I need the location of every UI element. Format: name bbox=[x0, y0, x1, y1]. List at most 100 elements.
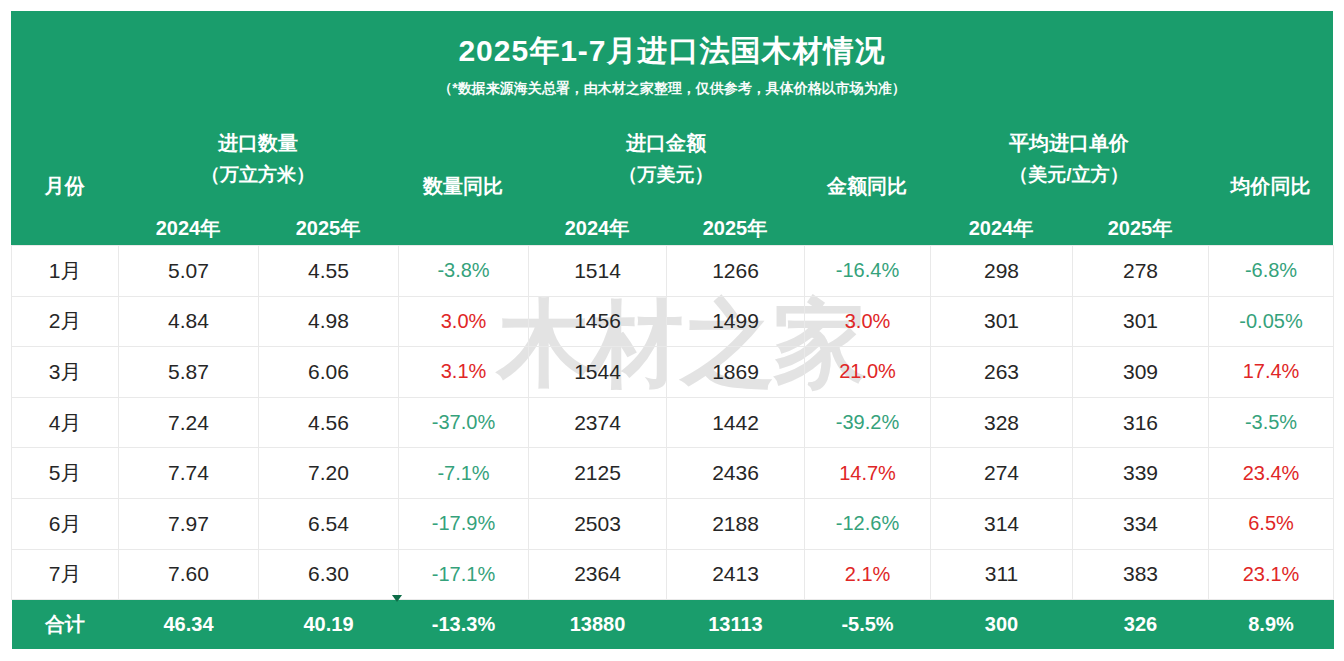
col-group-price-unit: （美元/立方） bbox=[930, 162, 1208, 188]
table-sheet: 2025年1-7月进口法国木材情况 （*数据来源海关总署，由木材之家整理，仅供参… bbox=[11, 11, 1333, 649]
cell-price-yoy: -6.8% bbox=[1209, 246, 1334, 297]
cell-amt-2025: 1499 bbox=[667, 296, 805, 347]
cell-amt-2025: 2413 bbox=[667, 549, 805, 600]
cell-qty-2024: 5.87 bbox=[119, 347, 259, 398]
cell-total-amt-2025: 13113 bbox=[667, 600, 805, 649]
cell-qty-2024: 4.84 bbox=[119, 296, 259, 347]
cell-amt-yoy: 21.0% bbox=[805, 347, 931, 398]
cell-qty-yoy: 3.0% bbox=[399, 296, 529, 347]
cell-amt-2024: 2125 bbox=[529, 448, 667, 499]
cell-price-yoy: 6.5% bbox=[1209, 498, 1334, 549]
cell-price-2024: 298 bbox=[931, 246, 1073, 297]
cell-qty-2025: 4.55 bbox=[259, 246, 399, 297]
cell-amt-2025: 1266 bbox=[667, 246, 805, 297]
cell-price-yoy: 17.4% bbox=[1209, 347, 1334, 398]
cell-month: 4月 bbox=[12, 397, 119, 448]
page-subtitle: （*数据来源海关总署，由木材之家整理，仅供参考，具体价格以市场为准） bbox=[11, 80, 1333, 98]
cell-price-yoy: -0.05% bbox=[1209, 296, 1334, 347]
cell-price-yoy: 23.1% bbox=[1209, 549, 1334, 600]
cell-qty-2024: 7.24 bbox=[119, 397, 259, 448]
cell-price-2024: 328 bbox=[931, 397, 1073, 448]
cell-amt-yoy: -16.4% bbox=[805, 246, 931, 297]
cell-total-amt-yoy: -5.5% bbox=[805, 600, 931, 649]
cell-total-qty-yoy: -13.3% bbox=[399, 600, 529, 649]
col-header-amt-yoy: 金额同比 bbox=[804, 173, 930, 199]
cell-qty-2025: 6.54 bbox=[259, 498, 399, 549]
table-row: 2月 4.84 4.98 3.0% 1456 1499 3.0% 301 301… bbox=[12, 296, 1334, 347]
cell-total-price-2025: 326 bbox=[1073, 600, 1209, 649]
col-header-price-yoy: 均价同比 bbox=[1208, 173, 1333, 199]
cell-total-amt-2024: 13880 bbox=[529, 600, 667, 649]
col-group-amount-title: 进口金额 bbox=[528, 130, 804, 156]
cell-price-2025: 301 bbox=[1073, 296, 1209, 347]
cell-price-2025: 383 bbox=[1073, 549, 1209, 600]
cell-price-2024: 311 bbox=[931, 549, 1073, 600]
cell-price-2025: 278 bbox=[1073, 246, 1209, 297]
table-row: 6月 7.97 6.54 -17.9% 2503 2188 -12.6% 314… bbox=[12, 498, 1334, 549]
cell-corner-marker bbox=[392, 595, 402, 602]
cell-amt-yoy: -12.6% bbox=[805, 498, 931, 549]
cell-amt-2024: 1514 bbox=[529, 246, 667, 297]
cell-qty-yoy: -3.8% bbox=[399, 246, 529, 297]
col-group-price-title: 平均进口单价 bbox=[930, 130, 1208, 156]
cell-qty-yoy: 3.1% bbox=[399, 347, 529, 398]
col-header-month: 月份 bbox=[11, 173, 118, 199]
page-title: 2025年1-7月进口法国木材情况 bbox=[11, 31, 1333, 72]
cell-qty-yoy: -17.9% bbox=[399, 498, 529, 549]
cell-price-2024: 274 bbox=[931, 448, 1073, 499]
table-body-area: 木材之家 1月 5.07 4.55 -3.8% 1514 1 bbox=[11, 245, 1333, 649]
table-row: 3月 5.87 6.06 3.1% 1544 1869 21.0% 263 30… bbox=[12, 347, 1334, 398]
col-header-price-2025: 2025年 bbox=[1072, 215, 1208, 241]
cell-qty-yoy: -17.1% bbox=[399, 549, 529, 600]
cell-amt-2024: 1456 bbox=[529, 296, 667, 347]
cell-amt-yoy: 2.1% bbox=[805, 549, 931, 600]
cell-amt-2025: 1442 bbox=[667, 397, 805, 448]
cell-amt-2025: 1869 bbox=[667, 347, 805, 398]
cell-price-2024: 301 bbox=[931, 296, 1073, 347]
col-group-quantity-unit: （万立方米） bbox=[118, 162, 398, 188]
cell-total-qty-2025: 40.19 bbox=[259, 600, 399, 649]
cell-qty-yoy: -37.0% bbox=[399, 397, 529, 448]
cell-amt-yoy: 3.0% bbox=[805, 296, 931, 347]
cell-price-2025: 316 bbox=[1073, 397, 1209, 448]
cell-qty-2025: 4.56 bbox=[259, 397, 399, 448]
table-row: 4月 7.24 4.56 -37.0% 2374 1442 -39.2% 328… bbox=[12, 397, 1334, 448]
cell-qty-2024: 5.07 bbox=[119, 246, 259, 297]
col-header-qty-2024: 2024年 bbox=[118, 215, 258, 241]
cell-qty-yoy: -7.1% bbox=[399, 448, 529, 499]
col-header-amt-2025: 2025年 bbox=[666, 215, 804, 241]
col-header-qty-2025: 2025年 bbox=[258, 215, 398, 241]
cell-price-2024: 314 bbox=[931, 498, 1073, 549]
table-row: 1月 5.07 4.55 -3.8% 1514 1266 -16.4% 298 … bbox=[12, 246, 1334, 297]
table-rows: 1月 5.07 4.55 -3.8% 1514 1266 -16.4% 298 … bbox=[12, 246, 1334, 649]
cell-qty-2025: 7.20 bbox=[259, 448, 399, 499]
table-row: 7月 7.60 6.30 -17.1% 2364 2413 2.1% 311 3… bbox=[12, 549, 1334, 600]
cell-month: 2月 bbox=[12, 296, 119, 347]
cell-price-2025: 339 bbox=[1073, 448, 1209, 499]
cell-month: 6月 bbox=[12, 498, 119, 549]
table-total-row: 合计 46.34 40.19 -13.3% 13880 13113 -5.5% … bbox=[12, 600, 1334, 649]
cell-qty-2024: 7.60 bbox=[119, 549, 259, 600]
cell-price-2025: 309 bbox=[1073, 347, 1209, 398]
cell-total-qty-2024: 46.34 bbox=[119, 600, 259, 649]
cell-price-yoy: 23.4% bbox=[1209, 448, 1334, 499]
cell-price-2025: 334 bbox=[1073, 498, 1209, 549]
cell-amt-2024: 1544 bbox=[529, 347, 667, 398]
cell-total-price-yoy: 8.9% bbox=[1209, 600, 1334, 649]
cell-amt-2024: 2374 bbox=[529, 397, 667, 448]
col-header-price-2024: 2024年 bbox=[930, 215, 1072, 241]
cell-price-2024: 263 bbox=[931, 347, 1073, 398]
cell-month: 7月 bbox=[12, 549, 119, 600]
cell-qty-2024: 7.97 bbox=[119, 498, 259, 549]
cell-amt-2024: 2503 bbox=[529, 498, 667, 549]
cell-month: 1月 bbox=[12, 246, 119, 297]
cell-qty-2025: 6.06 bbox=[259, 347, 399, 398]
cell-amt-2025: 2436 bbox=[667, 448, 805, 499]
cell-amt-yoy: -39.2% bbox=[805, 397, 931, 448]
infographic-page: 2025年1-7月进口法国木材情况 （*数据来源海关总署，由木材之家整理，仅供参… bbox=[0, 0, 1344, 661]
cell-month: 3月 bbox=[12, 347, 119, 398]
cell-total-price-2024: 300 bbox=[931, 600, 1073, 649]
data-table: 1月 5.07 4.55 -3.8% 1514 1266 -16.4% 298 … bbox=[11, 245, 1334, 649]
cell-qty-2024: 7.74 bbox=[119, 448, 259, 499]
cell-qty-2025: 6.30 bbox=[259, 549, 399, 600]
